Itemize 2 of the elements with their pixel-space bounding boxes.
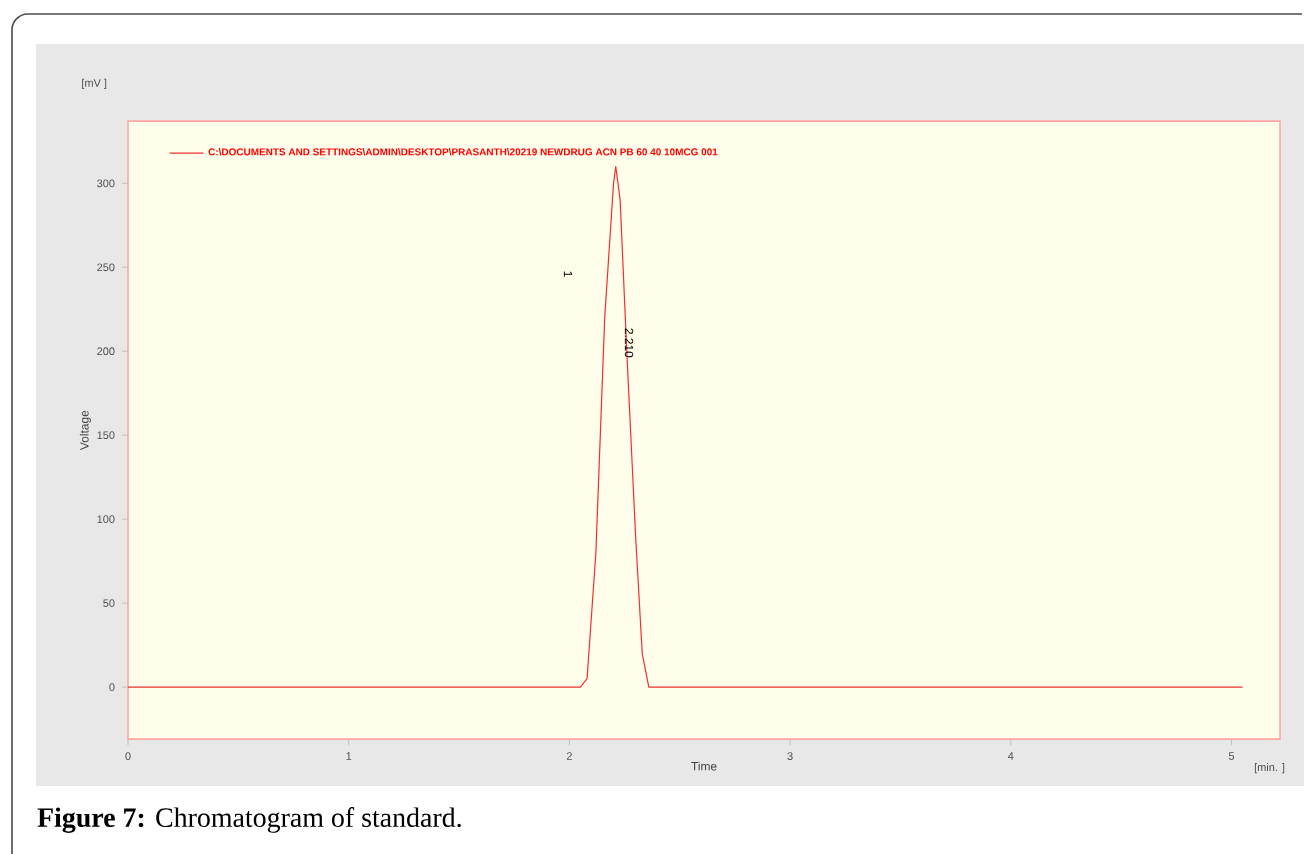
text: Figure 7: Chromatogram of standard. xyxy=(37,806,461,833)
line-series xyxy=(127,165,1244,688)
